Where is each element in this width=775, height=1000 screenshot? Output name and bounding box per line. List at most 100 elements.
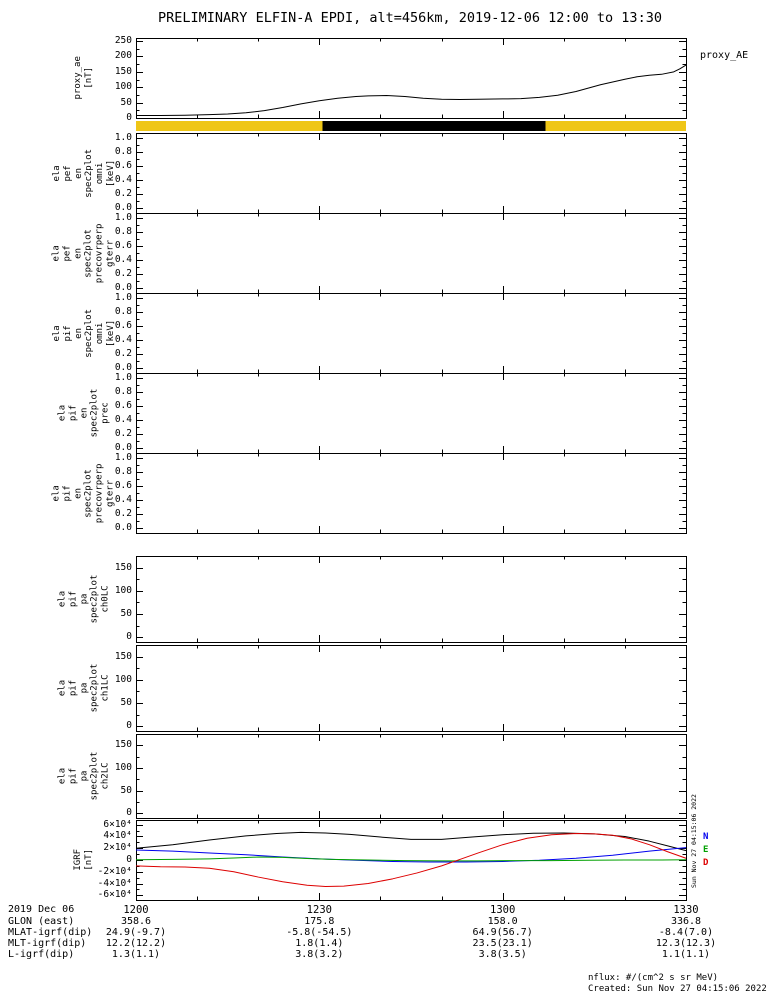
y-tick-label: 0.2 [114, 428, 132, 440]
y-tick-label: 0.8 [114, 385, 132, 397]
created-timestamp: Created: Sun Nov 27 04:15:06 2022 [588, 984, 767, 994]
y-axis-label-text: IGRF [nT] [73, 849, 94, 871]
y-tick-label: -4×10⁴ [97, 877, 132, 889]
y-tick-label: 4×10⁴ [103, 830, 132, 842]
x-axis-time-label: 1200 [123, 904, 149, 916]
x-axis-time-label: 1330 [673, 904, 699, 916]
y-tick-label: 0 [126, 854, 132, 865]
y-tick-label: 250 [114, 35, 132, 47]
plot-title: PRELIMINARY ELFIN-A EPDI, alt=456km, 201… [158, 10, 662, 26]
created-timestamp-vertical: Sun Nov 27 04:15:06 2022 [690, 794, 698, 888]
y-tick-label: 50 [120, 608, 132, 620]
y-tick-label: 0.4 [114, 494, 132, 506]
y-axis-label-text: ela pif pa spec2plot ch1LC [57, 663, 111, 713]
y-axis-label-ela_pif_pa_spec2plot_ch0LC: ela pif pa spec2plot ch0LC [34, 556, 134, 642]
y-axis-label-text: ela pif pa spec2plot ch2LC [57, 751, 111, 801]
var-row-value: 1.8(1.4) [295, 938, 344, 949]
y-axis-label-ela_pif_en_spec2plot_prec: ela pif en spec2plot prec [34, 373, 134, 453]
y-tick-label: 1.0 [114, 451, 132, 463]
y-tick-label: 0.4 [114, 414, 132, 426]
y-tick-label: 100 [114, 762, 132, 774]
y-tick-label: 0.8 [114, 305, 132, 317]
y-tick-label: 0.0 [114, 442, 132, 454]
var-row-value: 1.3(1.1) [111, 949, 161, 960]
y-tick-label: 0.0 [114, 202, 132, 214]
y-tick-label: 0 [126, 631, 132, 643]
var-row-value: 3.8(3.2) [295, 949, 344, 960]
x-axis-time-label: 1230 [306, 904, 332, 916]
igrf-legend-D: D [703, 858, 709, 868]
y-tick-label: 0.0 [114, 362, 132, 374]
y-axis-label-ela_pef_en_spec2plot_omni: ela pef en spec2plot omni [keV] [34, 133, 134, 213]
var-row-value: 158.0 [487, 916, 518, 927]
series-line-D [135, 833, 687, 887]
y-tick-label: 50 [120, 96, 132, 108]
y-tick-label: 1.0 [114, 291, 132, 303]
y-axis-label-ela_pif_en_spec2plot_precovrperp_gterr: ela pif en spec2plot precovrperp gterr [34, 453, 134, 533]
series-line-E [135, 856, 687, 862]
y-tick-label: 0.6 [114, 399, 132, 411]
y-tick-label: 50 [120, 784, 132, 796]
y-axis-label-ela_pef_en_spec2plot_precovrperp_gterr: ela pef en spec2plot precovrperp gterr [34, 213, 134, 293]
y-tick-label: 0.8 [114, 225, 132, 237]
var-row-value: 64.9(56.7) [472, 927, 533, 938]
y-tick-label: 150 [114, 561, 132, 573]
y-tick-label: 0.6 [114, 239, 132, 251]
var-row-value: 175.8 [304, 916, 335, 927]
y-tick-label: 1.0 [114, 371, 132, 383]
y-tick-label: 0.6 [114, 479, 132, 491]
y-axis-label-text: ela pef en spec2plot precovrperp gterr [51, 223, 116, 283]
y-tick-label: 150 [114, 739, 132, 751]
proxy-ae-series-label: proxy_AE [700, 50, 749, 61]
var-row-value: 358.6 [120, 916, 152, 927]
y-tick-label: 6×10⁴ [103, 818, 132, 830]
var-row-label: GLON (east) [8, 916, 75, 927]
y-tick-label: 0.2 [114, 188, 132, 200]
var-row-value: 1.1(1.1) [661, 949, 711, 960]
y-axis-label-proxy_ae: proxy_ae [nT] [34, 38, 134, 118]
y-tick-label: 100 [114, 673, 132, 685]
var-row-label: L-igrf(dip) [8, 949, 75, 960]
var-row-label: MLAT-igrf(dip) [8, 927, 93, 938]
y-tick-label: -6×10⁴ [97, 889, 132, 901]
y-tick-label: 0.0 [114, 522, 132, 534]
y-tick-label: 0.4 [114, 334, 132, 346]
y-tick-label: 0.0 [114, 282, 132, 294]
var-row-value: -8.4(7.0) [658, 927, 714, 938]
y-tick-label: -2×10⁴ [97, 865, 132, 877]
y-tick-label: 0 [126, 720, 132, 732]
y-axis-label-text: ela pif en spec2plot omni [keV] [51, 308, 116, 358]
y-tick-label: 0.2 [114, 508, 132, 520]
y-tick-label: 0.6 [114, 159, 132, 171]
y-axis-label-text: ela pif en spec2plot prec [57, 388, 111, 438]
y-axis-label-igrf: IGRF [nT] [34, 820, 134, 900]
y-tick-label: 0 [126, 112, 132, 123]
y-tick-label: 50 [120, 697, 132, 709]
y-tick-label: 0.8 [114, 465, 132, 477]
y-axis-label-text: ela pif pa spec2plot ch0LC [57, 574, 111, 624]
y-axis-label-text: proxy_ae [nT] [73, 56, 94, 100]
y-tick-label: 0.2 [114, 348, 132, 360]
y-axis-label-text: ela pif en spec2plot precovrperp gterr [51, 463, 116, 523]
y-tick-label: 150 [114, 650, 132, 662]
y-tick-label: 0.2 [114, 268, 132, 280]
series-line-proxy_AE [136, 64, 687, 117]
var-row-value: 24.9(-9.7) [105, 927, 167, 938]
y-tick-label: 0.6 [114, 319, 132, 331]
y-tick-label: 0 [126, 807, 132, 819]
var-row-value: 3.8(3.5) [478, 949, 527, 960]
y-tick-label: 0.4 [114, 174, 132, 186]
y-tick-label: 150 [114, 65, 132, 77]
y-tick-label: 200 [114, 50, 132, 62]
var-row-value: 12.3(12.3) [655, 938, 717, 949]
var-row-label: MLT-igrf(dip) [8, 938, 87, 949]
var-row-value: 23.5(23.1) [472, 938, 533, 949]
y-tick-label: 0.4 [114, 254, 132, 266]
y-axis-label-text: ela pef en spec2plot omni [keV] [51, 148, 116, 198]
y-tick-label: 2×10⁴ [103, 842, 132, 854]
y-tick-label: 1.0 [114, 131, 132, 143]
igrf-legend-N: N [703, 832, 709, 842]
